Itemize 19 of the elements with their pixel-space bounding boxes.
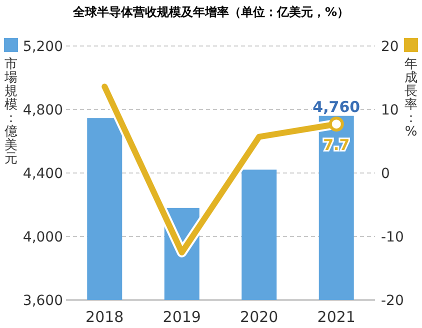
y-tick-label: 4,000: [22, 230, 63, 246]
data-label: 7.7: [323, 136, 350, 154]
y-tick-label: 5,200: [22, 39, 63, 55]
x-tick-label: 2018: [86, 308, 124, 326]
y2-tick-label: 20: [381, 39, 399, 55]
y2-tick-label: -10: [381, 230, 404, 246]
y-tick-label: 3,600: [22, 293, 63, 309]
y2-tick-label: 10: [381, 102, 399, 118]
y-axis-title: 市場規模：億美元: [4, 57, 18, 166]
y-tick-label: 4,400: [22, 166, 63, 182]
x-tick-label: 2021: [317, 308, 356, 326]
y2-axis-title: 年成長率：%: [404, 57, 418, 140]
x-tick-label: 2020: [240, 308, 278, 326]
y-tick-label: 4,800: [22, 102, 63, 118]
chart-title: 全球半导体营收规模及年增率（单位：亿美元，%）: [72, 5, 350, 19]
x-tick-label: 2019: [162, 308, 201, 326]
y2-tick-label: 0: [381, 166, 390, 182]
data-label: 4,760: [312, 98, 360, 116]
y2-tick-label: -20: [381, 293, 404, 309]
